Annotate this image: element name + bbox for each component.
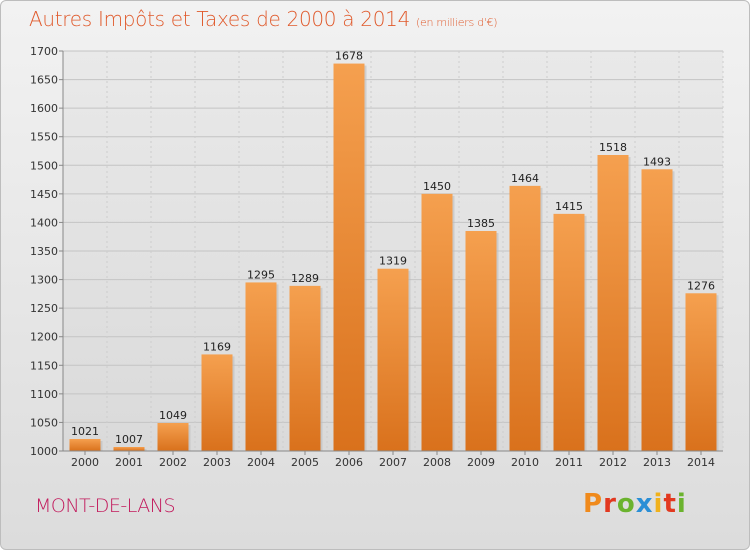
x-tick-label: 2004 xyxy=(247,456,275,469)
bar-value-label: 1518 xyxy=(599,141,627,154)
y-tick-label: 1100 xyxy=(30,388,58,401)
x-tick-label: 2002 xyxy=(159,456,187,469)
bar-value-label: 1493 xyxy=(643,155,671,168)
logo-letter: P xyxy=(583,489,604,519)
bar-value-label: 1049 xyxy=(159,409,187,422)
y-tick-label: 1350 xyxy=(30,245,58,258)
bar xyxy=(157,423,189,451)
logo-letter: r xyxy=(603,489,617,519)
logo-letter: t xyxy=(663,489,677,519)
bar-value-label: 1415 xyxy=(555,200,583,213)
y-tick-label: 1400 xyxy=(30,216,58,229)
x-tick-label: 2010 xyxy=(511,456,539,469)
x-tick-label: 2003 xyxy=(203,456,231,469)
bar xyxy=(465,231,497,451)
x-tick-label: 2008 xyxy=(423,456,451,469)
y-tick-label: 1150 xyxy=(30,359,58,372)
bar xyxy=(245,282,277,451)
bar xyxy=(685,293,717,451)
y-tick-label: 1550 xyxy=(30,131,58,144)
x-tick-label: 2000 xyxy=(71,456,99,469)
bar xyxy=(113,447,145,451)
x-tick-label: 2006 xyxy=(335,456,363,469)
y-tick-label: 1650 xyxy=(30,74,58,87)
bar-value-label: 1385 xyxy=(467,217,495,230)
bar xyxy=(421,193,453,451)
bar xyxy=(597,155,629,451)
chart-title-text: Autres Impôts et Taxes de 2000 à 2014 xyxy=(29,7,410,31)
bar xyxy=(553,213,585,451)
bar-value-label: 1295 xyxy=(247,268,275,281)
x-tick-label: 2005 xyxy=(291,456,319,469)
bar-value-label: 1289 xyxy=(291,272,319,285)
y-tick-label: 1600 xyxy=(30,102,58,115)
commune-name: MONT-DE-LANS xyxy=(35,495,176,517)
bar-value-label: 1276 xyxy=(687,279,715,292)
bar xyxy=(641,169,673,452)
proxiti-logo: Proxiti xyxy=(583,489,687,519)
bar-value-label: 1319 xyxy=(379,255,407,268)
y-tick-label: 1700 xyxy=(30,45,58,58)
y-tick-label: 1200 xyxy=(30,331,58,344)
bar-value-label: 1450 xyxy=(423,180,451,193)
logo-letter: i xyxy=(653,489,664,519)
bar xyxy=(69,439,101,451)
y-tick-label: 1500 xyxy=(30,159,58,172)
x-tick-label: 2011 xyxy=(555,456,583,469)
x-tick-label: 2013 xyxy=(643,456,671,469)
y-tick-label: 1050 xyxy=(30,416,58,429)
logo-letter: o xyxy=(616,489,636,519)
x-tick-label: 2009 xyxy=(467,456,495,469)
y-tick-label: 1300 xyxy=(30,274,58,287)
bar xyxy=(509,185,541,451)
logo-letter: i xyxy=(676,489,687,519)
bar-value-label: 1007 xyxy=(115,433,143,446)
y-tick-label: 1450 xyxy=(30,188,58,201)
bar xyxy=(333,63,365,451)
x-tick-label: 2001 xyxy=(115,456,143,469)
bar-value-label: 1678 xyxy=(335,50,363,63)
chart-subtitle: (en milliers d'€) xyxy=(416,16,498,29)
x-tick-label: 2014 xyxy=(687,456,715,469)
y-tick-label: 1250 xyxy=(30,302,58,315)
bar-value-label: 1169 xyxy=(203,340,231,353)
x-tick-label: 2007 xyxy=(379,456,407,469)
chart-title: Autres Impôts et Taxes de 2000 à 2014 (en… xyxy=(29,7,497,31)
x-tick-label: 2012 xyxy=(599,456,627,469)
logo-letter: x xyxy=(635,489,654,519)
bar xyxy=(289,285,321,451)
y-tick-label: 1000 xyxy=(30,445,58,458)
bar-value-label: 1464 xyxy=(511,172,539,185)
bar xyxy=(201,354,233,451)
bar xyxy=(377,268,409,451)
bar-value-label: 1021 xyxy=(71,425,99,438)
